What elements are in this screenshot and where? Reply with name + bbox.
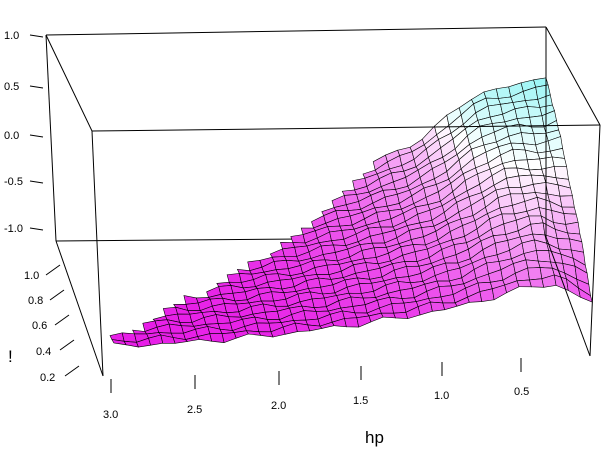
z-tick-label: -1.0 — [4, 223, 23, 235]
box-edge — [589, 124, 601, 357]
mesh-cell — [344, 317, 360, 328]
mesh-cell — [331, 238, 347, 246]
mesh-cell — [495, 86, 512, 99]
mesh-cell — [531, 126, 547, 135]
x-axis-title: hp — [365, 428, 384, 447]
mesh-cell — [556, 238, 572, 251]
y-axis-title: ! — [8, 347, 13, 366]
mesh-cell — [256, 322, 272, 333]
z-tick-label: -0.5 — [4, 176, 23, 188]
mesh-cell — [290, 234, 306, 244]
mesh-cell — [516, 279, 532, 288]
mesh-cell — [264, 310, 280, 321]
mesh-cell — [483, 88, 499, 99]
y-tick-label: 0.8 — [28, 295, 43, 307]
mesh-cell — [273, 259, 289, 271]
mesh-cell — [232, 291, 248, 302]
mesh-cell — [185, 302, 201, 311]
z-axis: 1.0 0.5 0.0 -0.5 -1.0 — [4, 30, 44, 235]
mesh-cell — [224, 303, 240, 314]
mesh-cell — [380, 312, 396, 319]
mesh-cell — [226, 273, 242, 283]
mesh-cell — [514, 106, 530, 119]
z-tick-mark — [29, 85, 44, 89]
mesh-cell — [565, 221, 581, 235]
mesh-cell — [561, 206, 577, 215]
box-edge — [55, 240, 104, 377]
x-tick-label: 0.5 — [514, 386, 529, 398]
y-tick-label: 1.0 — [24, 270, 39, 282]
x-tick-label: 1.0 — [434, 390, 449, 402]
mesh-cell — [430, 301, 446, 312]
z-tick-label: 0.0 — [4, 130, 19, 142]
mesh-cell — [356, 315, 372, 328]
y-tick-mark — [54, 314, 70, 326]
z-tick-label: 1.0 — [4, 30, 19, 42]
mesh-cell — [391, 302, 407, 314]
mesh-cell — [436, 280, 452, 287]
mesh-cell — [311, 297, 327, 309]
mesh-cell — [221, 332, 237, 343]
mesh-cell — [399, 287, 415, 299]
y-tick-mark — [49, 289, 65, 301]
box-edge — [91, 124, 601, 132]
mesh-cell — [269, 248, 285, 258]
box-edge — [545, 26, 601, 126]
mesh-cell — [506, 175, 522, 188]
mesh-cell — [329, 230, 345, 242]
box-edge — [45, 34, 93, 132]
y-tick-label: 0.6 — [32, 320, 47, 332]
z-tick-mark — [29, 34, 44, 38]
mesh-cell — [313, 306, 329, 312]
mesh-cell — [177, 313, 193, 323]
mesh-cell — [530, 222, 546, 236]
z-tick-mark — [29, 227, 44, 231]
box-front-edges — [91, 26, 601, 377]
mesh-cell — [393, 311, 409, 319]
x-tick-label: 2.0 — [271, 400, 286, 412]
mesh-cell — [553, 166, 569, 180]
mesh-cell — [551, 156, 567, 167]
y-tick-label: 0.4 — [36, 346, 51, 358]
box-edge — [45, 26, 547, 36]
mesh-cell — [258, 331, 274, 338]
x-tick-label: 2.5 — [187, 404, 202, 416]
mesh-cell — [442, 302, 458, 311]
mesh-cell — [282, 246, 298, 257]
z-tick-label: 0.5 — [4, 81, 19, 93]
box-edge — [45, 34, 57, 242]
x-tick-label: 1.5 — [353, 395, 368, 407]
mesh-cell — [508, 186, 524, 195]
mesh-cell — [218, 285, 234, 295]
mesh-cell — [352, 304, 368, 314]
mesh-cell — [371, 242, 387, 249]
mesh-cell — [209, 333, 225, 343]
mesh-cell — [307, 324, 323, 332]
mesh-cell — [559, 195, 575, 208]
box-edge — [91, 130, 104, 377]
z-tick-mark — [29, 180, 44, 184]
y-tick-mark — [59, 339, 75, 351]
mesh-cell — [527, 267, 543, 281]
mesh-cell — [404, 261, 420, 267]
z-tick-mark — [29, 134, 44, 138]
box-edge — [545, 236, 591, 357]
y-axis: 1.0 0.8 0.6 0.4 0.2 ! — [8, 264, 80, 384]
x-tick-label: 3.0 — [103, 409, 118, 421]
mesh-cell — [578, 287, 593, 303]
x-axis: 3.0 2.5 2.0 1.5 1.0 0.5 hp — [103, 358, 529, 447]
y-tick-mark — [45, 264, 61, 276]
mesh-cell — [526, 158, 543, 171]
mesh-cell — [303, 310, 319, 321]
y-tick-mark — [64, 365, 80, 377]
mesh-cell — [512, 148, 528, 161]
y-tick-label: 0.2 — [40, 372, 55, 384]
surface-mesh — [109, 77, 593, 348]
mesh-cell — [226, 311, 242, 318]
mesh-cell — [529, 278, 545, 288]
mesh-cell — [536, 250, 551, 263]
